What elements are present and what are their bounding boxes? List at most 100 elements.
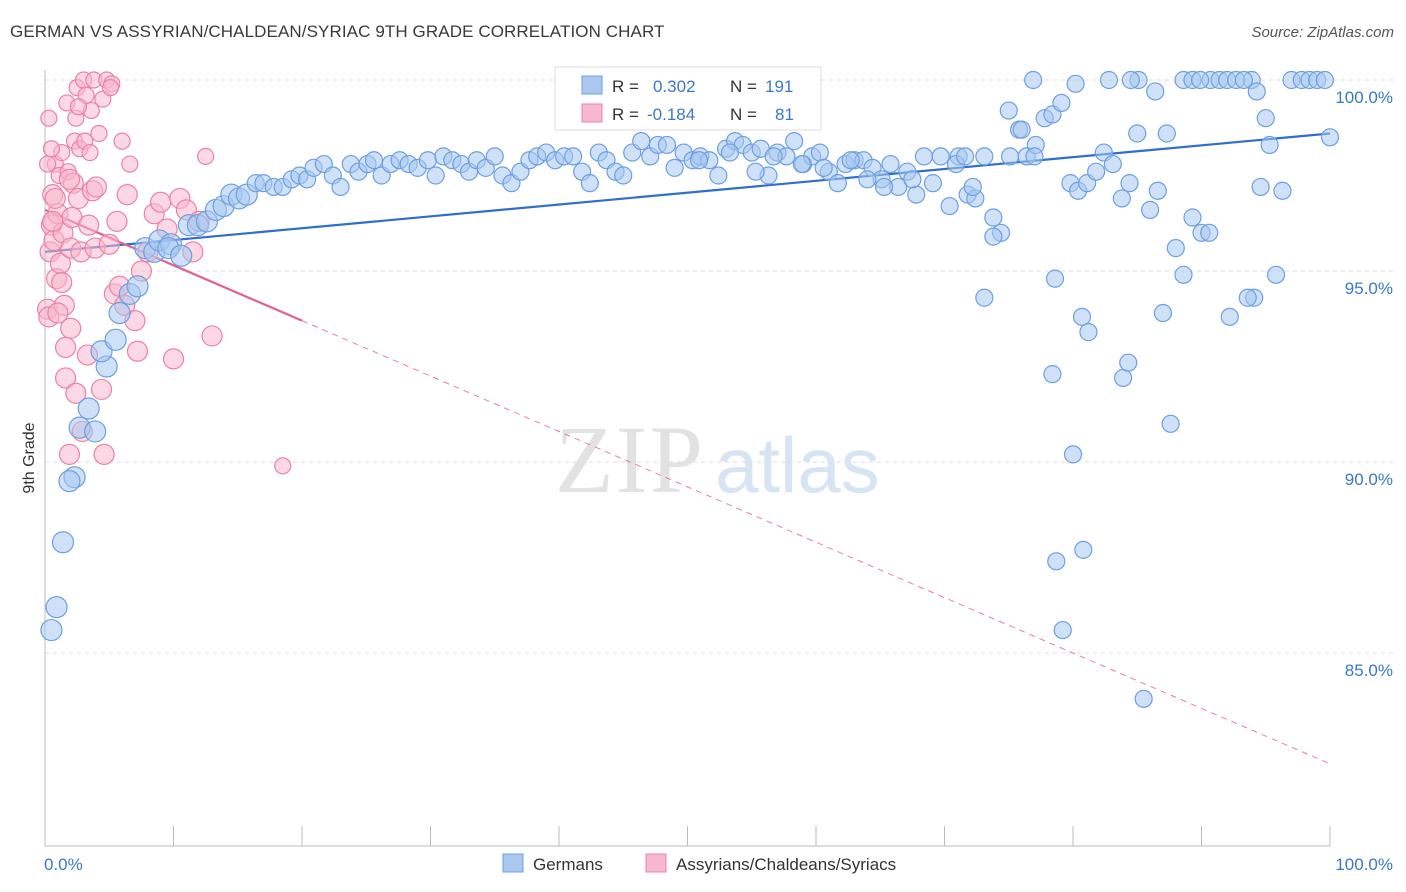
germans-point-154 xyxy=(1315,70,1334,90)
assyrians-point-71 xyxy=(54,367,77,389)
germans-point-109 xyxy=(940,196,959,216)
y-tick-label-90: 90.0% xyxy=(1345,470,1393,489)
assyrians-point-78 xyxy=(42,210,64,232)
stats-r-label-blue: R = xyxy=(612,77,639,96)
germans-point-157 xyxy=(1266,265,1286,284)
assyrians-point-39 xyxy=(90,124,108,143)
germans-point-13 xyxy=(126,275,149,298)
germans-point-4 xyxy=(58,470,81,493)
germans-point-193 xyxy=(1161,414,1180,433)
germans-point-144 xyxy=(1153,303,1173,323)
germans-point-2 xyxy=(51,531,75,554)
assyrians-point-32 xyxy=(78,214,100,236)
stats-legend: R = 0.302 N = 191 R = -0.184 N = 81 xyxy=(554,66,822,131)
y-tick-label-85: 85.0% xyxy=(1345,661,1393,680)
germans-point-200 xyxy=(984,227,1003,246)
assyrians-point-38 xyxy=(85,176,108,198)
germans-point-198 xyxy=(1053,620,1072,640)
series-legend: Germans Assyrians/Chaldeans/Syriacs xyxy=(502,853,896,874)
series-assyrians-points xyxy=(36,71,292,475)
germans-point-184 xyxy=(814,158,833,177)
germans-point-107 xyxy=(923,174,943,193)
watermark: ZIP atlas xyxy=(555,406,880,513)
germans-point-156 xyxy=(1273,181,1292,200)
germans-point-6 xyxy=(84,420,107,443)
assyrians-point-53 xyxy=(126,340,149,362)
germans-point-181 xyxy=(875,177,894,197)
germans-point-185 xyxy=(792,154,811,174)
series-germans-points xyxy=(40,70,1340,708)
germans-point-114 xyxy=(984,208,1003,227)
source-label: Source: ZipAtlas.com xyxy=(1251,24,1394,41)
assyrians-point-43 xyxy=(98,233,120,255)
stats-swatch-blue xyxy=(581,75,603,95)
germans-point-10 xyxy=(104,328,127,351)
legend-swatch-assyrians xyxy=(645,853,667,873)
y-tick-label-100: 100.0% xyxy=(1335,88,1393,107)
germans-point-189 xyxy=(689,151,709,170)
germans-point-146 xyxy=(1247,82,1266,101)
germans-point-149 xyxy=(1260,135,1279,155)
germans-point-148 xyxy=(1256,109,1275,128)
germans-point-1 xyxy=(45,596,68,619)
germans-point-192 xyxy=(1220,307,1239,326)
germans-point-56 xyxy=(485,147,504,166)
germans-point-188 xyxy=(720,143,740,162)
assyrians-point-80 xyxy=(69,98,88,116)
y-tick-label-95: 95.0% xyxy=(1345,279,1393,298)
germans-point-180 xyxy=(903,170,922,189)
germans-point-132 xyxy=(1140,200,1160,219)
assyrians-point-70 xyxy=(51,271,73,294)
watermark-atlas: atlas xyxy=(715,421,880,509)
germans-point-116 xyxy=(1000,147,1020,166)
germans-point-164 xyxy=(1234,70,1254,90)
legend-label-assyrians: Assyrians/Chaldeans/Syriacs xyxy=(676,855,896,874)
assyrians-point-57 xyxy=(150,191,172,213)
germans-point-155 xyxy=(1320,128,1340,147)
germans-point-94 xyxy=(810,143,829,162)
germans-point-173 xyxy=(1024,70,1043,90)
y-axis-label: 9th Grade xyxy=(21,422,38,493)
chart-title: GERMAN VS ASSYRIAN/CHALDEAN/SYRIAC 9TH G… xyxy=(10,22,665,41)
germans-point-182 xyxy=(858,170,877,189)
x-ticks xyxy=(44,826,1331,846)
germans-point-0 xyxy=(40,618,63,642)
assyrians-point-59 xyxy=(162,348,185,370)
assyrians-point-50 xyxy=(116,184,138,206)
x-tick-label-min: 0.0% xyxy=(44,855,83,874)
germans-point-105 xyxy=(907,185,926,204)
assyrians-point-67 xyxy=(42,140,61,158)
stats-r-value-pink: -0.184 xyxy=(647,105,695,124)
germans-point-122 xyxy=(1052,93,1071,113)
assyrians-point-79 xyxy=(58,168,81,190)
assyrians-point-68 xyxy=(44,187,66,210)
assyrians-point-51 xyxy=(121,155,139,173)
germans-point-199 xyxy=(1134,689,1153,708)
stats-r-label-pink: R = xyxy=(612,105,639,124)
assyrians-point-64 xyxy=(197,147,215,165)
germans-point-49 xyxy=(426,166,445,185)
germans-point-137 xyxy=(1183,208,1202,227)
germans-point-139 xyxy=(1200,223,1219,242)
germans-point-76 xyxy=(657,135,677,155)
assyrians-point-46 xyxy=(106,210,128,232)
assyrians-point-73 xyxy=(65,382,87,404)
germans-point-197 xyxy=(1074,540,1093,559)
germans-point-196 xyxy=(1047,552,1066,571)
trend-line-germans xyxy=(44,132,1331,253)
stats-n-label-pink: N = xyxy=(730,105,757,124)
germans-point-171 xyxy=(1099,70,1119,90)
germans-point-126 xyxy=(1087,162,1106,181)
assyrians-point-74 xyxy=(274,457,292,475)
germans-point-113 xyxy=(975,147,994,166)
assyrians-point-17 xyxy=(58,443,81,465)
germans-point-71 xyxy=(614,166,633,185)
assyrians-point-14 xyxy=(54,336,77,358)
germans-point-183 xyxy=(841,151,860,170)
stats-n-value-blue: 191 xyxy=(765,77,793,96)
germans-point-172 xyxy=(1066,74,1085,93)
stats-r-value-blue: 0.302 xyxy=(653,77,696,96)
assyrians-point-40 xyxy=(90,378,113,401)
germans-point-73 xyxy=(632,132,651,151)
